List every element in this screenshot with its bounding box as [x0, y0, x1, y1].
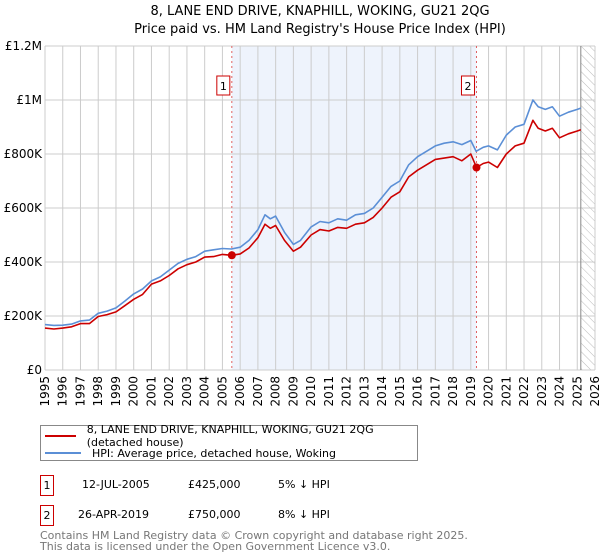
hpi-line: [44, 99, 582, 327]
sale-label-box: [460, 75, 475, 96]
x-tick-label: 2025: [570, 376, 584, 407]
y-tick-label: £600K: [4, 201, 44, 215]
transaction-date: 12-JUL-2005: [82, 478, 150, 491]
x-tick-label: 2007: [251, 376, 265, 407]
x-tick-label: 2026: [588, 376, 600, 407]
y-tick-label: £1M: [16, 93, 42, 107]
x-tick-label: 2013: [357, 376, 371, 407]
legend-label-property: 8, LANE END DRIVE, KNAPHILL, WOKING, GU2…: [86, 423, 374, 449]
chart-subtitle: Price paid vs. HM Land Registry's House …: [134, 22, 506, 37]
legend-label-hpi: HPI: Average price, detached house, Woki…: [92, 446, 336, 460]
y-tick-label: £1.2M: [5, 39, 42, 53]
x-tick-label: 1999: [109, 376, 123, 407]
x-tick-label: 2011: [322, 376, 336, 407]
legend: 8, LANE END DRIVE, KNAPHILL, WOKING, GU2…: [40, 423, 418, 461]
legend-item-property: 8, LANE END DRIVE, KNAPHILL, WOKING, GU2…: [41, 423, 417, 449]
transaction-price: £750,000: [188, 508, 241, 521]
x-tick-label: 2017: [428, 376, 442, 407]
y-tick-label: £200K: [4, 309, 44, 323]
sale-label-box: [216, 75, 231, 96]
y-tick-label: £800K: [4, 147, 44, 161]
x-tick-label: 2001: [144, 376, 158, 407]
blue-line-swatch: [45, 452, 81, 454]
x-tick-label: 2002: [162, 376, 176, 407]
x-tick-label: 2014: [375, 376, 389, 407]
x-tick-label: 2003: [180, 376, 194, 407]
red-line-swatch: [45, 435, 76, 437]
x-tick-label: 2015: [393, 376, 407, 407]
x-tick-label: 2012: [340, 376, 354, 407]
legend-item-hpi: HPI: Average price, detached house, Woki…: [41, 445, 336, 461]
sale-point: [472, 163, 481, 172]
x-tick-label: 2009: [286, 376, 300, 407]
price-chart: 8, LANE END DRIVE, KNAPHILL, WOKING, GU2…: [4, 4, 600, 407]
marker-badge: 1: [40, 475, 54, 496]
y-tick-label: £400K: [4, 255, 44, 269]
x-tick-label: 1997: [73, 376, 87, 407]
property-price-line: [44, 119, 582, 330]
x-tick-label: 2016: [411, 376, 425, 407]
x-tick-label: 1998: [91, 376, 105, 407]
x-tick-label: 2018: [446, 376, 460, 407]
marker-badge: 2: [40, 505, 54, 526]
x-tick-label: 2005: [215, 376, 229, 407]
x-tick-label: 2010: [304, 376, 318, 407]
x-tick-label: 1996: [56, 376, 70, 407]
transaction-date: 26-APR-2019: [78, 508, 150, 521]
x-tick-label: 2006: [233, 376, 247, 407]
footer: Contains HM Land Registry data © Crown c…: [40, 530, 468, 552]
transaction-hpi-diff: 5% ↓ HPI: [278, 478, 330, 491]
x-tick-label: 2023: [535, 376, 549, 407]
x-tick-label: 2004: [198, 376, 212, 407]
sale-label: 1: [220, 80, 227, 93]
x-tick-label: 2000: [127, 376, 141, 407]
x-tick-label: 2021: [499, 376, 513, 407]
footer-licence: This data is licensed under the Open Gov…: [40, 540, 391, 553]
x-tick-label: 2024: [553, 376, 567, 407]
x-tick-label: 2020: [482, 376, 496, 407]
footer-copyright: Contains HM Land Registry data © Crown c…: [40, 529, 468, 542]
y-tick-label: £0: [27, 363, 42, 377]
transaction-price: £425,000: [188, 478, 241, 491]
x-tick-label: 2008: [269, 376, 283, 407]
x-tick-label: 1995: [38, 376, 52, 407]
sale-label: 2: [464, 80, 471, 93]
x-tick-label: 2019: [464, 376, 478, 407]
transaction-hpi-diff: 8% ↓ HPI: [278, 508, 330, 521]
chart-title: 8, LANE END DRIVE, KNAPHILL, WOKING, GU2…: [150, 4, 489, 19]
sale-point: [227, 251, 236, 260]
x-tick-label: 2022: [517, 376, 531, 407]
